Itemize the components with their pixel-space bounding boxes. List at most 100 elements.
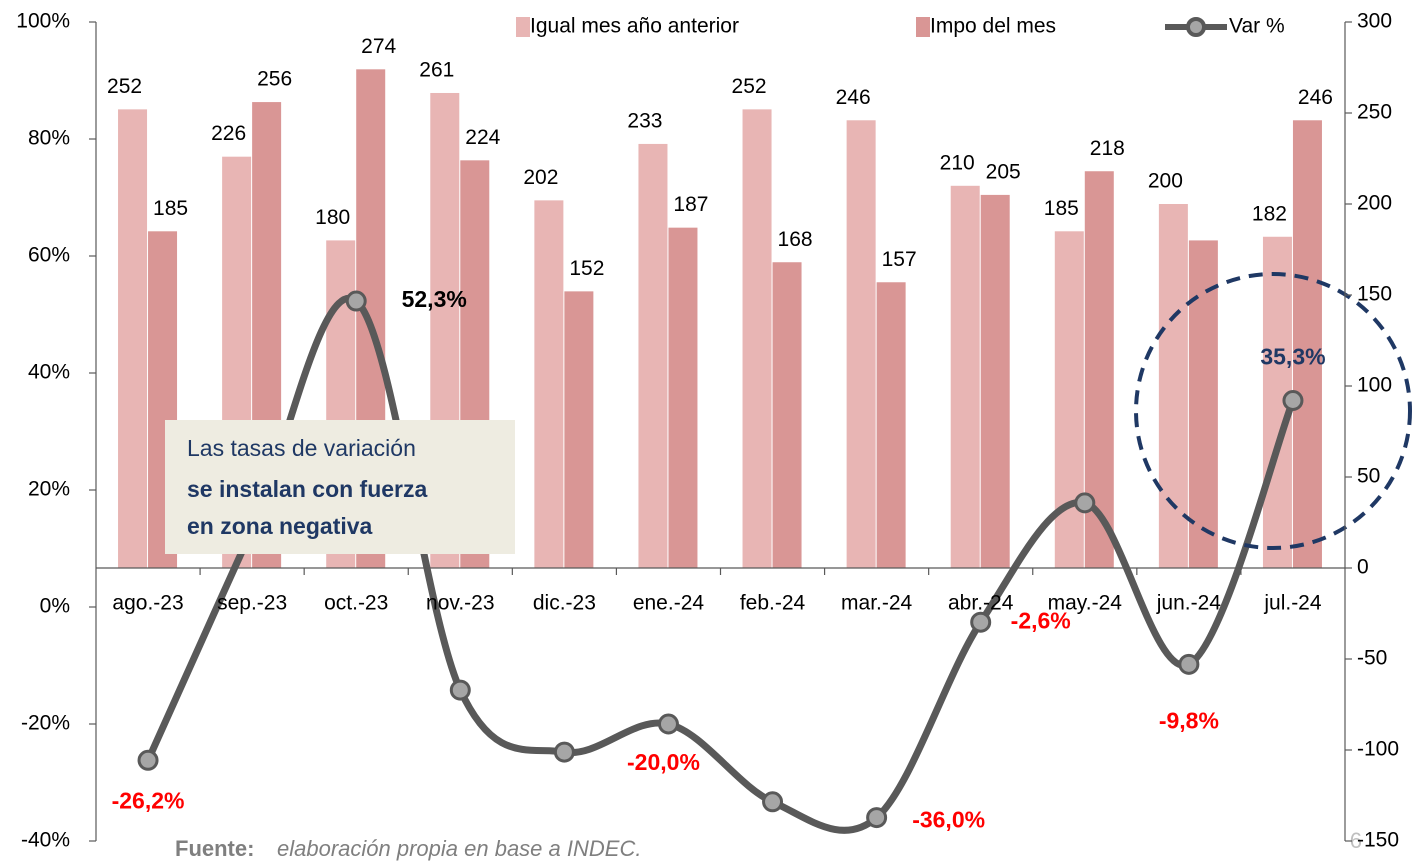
line-series (144, 294, 1297, 834)
bar-value-label: 187 (673, 193, 708, 216)
legend-swatch (516, 17, 530, 37)
bar (668, 227, 698, 568)
source: elaboración propia en base a INDEC. (277, 836, 641, 861)
legend-marker (1186, 17, 1206, 37)
x-tick-label: jun.-24 (1156, 592, 1222, 615)
bar (772, 262, 802, 568)
y2-tick-label: -150 (1357, 829, 1399, 852)
legend-label: Var % (1229, 15, 1285, 38)
bar-value-label: 205 (986, 160, 1021, 183)
bar (534, 200, 564, 569)
y-tick-label: 20% (28, 478, 70, 501)
y-tick-label: 40% (28, 361, 70, 384)
y-tick-label: 100% (16, 10, 70, 33)
line-value-label: 35,3% (1260, 344, 1325, 370)
x-tick-label: abr.-24 (948, 592, 1014, 615)
line-marker (866, 807, 888, 829)
bar (1158, 204, 1188, 568)
line-marker (657, 713, 679, 735)
bar (1292, 120, 1322, 568)
bar-value-label: 226 (211, 122, 246, 145)
bar-value-label: 261 (419, 59, 454, 82)
bar (846, 120, 876, 568)
line-marker (970, 611, 992, 633)
bar-value-label: 202 (523, 166, 558, 189)
line-value-label: -36,0% (912, 807, 985, 833)
bar (1054, 231, 1084, 569)
line-marker (1178, 653, 1200, 675)
highlight-circle (1134, 272, 1412, 550)
y2-tick-label: 150 (1357, 283, 1392, 306)
y-tick-label: 80% (28, 127, 70, 150)
bar-value-label: 233 (627, 109, 662, 132)
bar (876, 282, 906, 568)
bar (564, 291, 594, 568)
bar-value-label: 182 (1252, 202, 1287, 225)
line-value-label: -9,8% (1159, 707, 1219, 733)
line-marker (449, 679, 471, 701)
bar-value-label: 200 (1148, 170, 1183, 193)
bar (980, 194, 1010, 568)
x-tick-label: ago.-23 (112, 592, 183, 615)
annotation-line: se instalan con fuerza (187, 476, 428, 502)
bar-value-label: 157 (882, 248, 917, 271)
bar-value-label: 152 (569, 257, 604, 280)
bar-value-label: 185 (153, 197, 188, 220)
bar-value-label: 256 (257, 68, 292, 91)
bar (950, 185, 980, 569)
line-marker (762, 791, 784, 813)
annotation-line: en zona negativa (187, 513, 373, 539)
annotation-line: Las tasas de variación (187, 435, 416, 461)
annotation-box (165, 420, 515, 554)
x-tick-label: may.-24 (1048, 592, 1123, 615)
bar-value-label: 274 (361, 35, 396, 58)
bar-value-label: 185 (1044, 197, 1079, 220)
bar (742, 109, 772, 569)
y2-tick-label: 0 (1357, 556, 1369, 579)
x-tick-label: dic.-23 (533, 592, 596, 615)
y-tick-label: 60% (28, 244, 70, 267)
bar-value-label: 252 (732, 75, 767, 98)
y-tick-label: 0% (40, 595, 70, 618)
y2-tick-label: 100 (1357, 374, 1392, 397)
bar (638, 143, 668, 568)
bar-value-label: 224 (465, 126, 500, 149)
bar-value-label: 246 (836, 86, 871, 109)
legend-label: Impo del mes (930, 15, 1056, 38)
bar-value-label: 168 (778, 228, 813, 251)
line-marker (1074, 492, 1096, 514)
bar-value-label: 210 (940, 151, 975, 174)
bar-value-label: 180 (315, 206, 350, 229)
x-tick-label: nov.-23 (426, 592, 495, 615)
x-tick-label: jul.-24 (1263, 592, 1322, 615)
y2-tick-label: 250 (1357, 101, 1392, 124)
x-tick-label: sep.-23 (217, 592, 287, 615)
y2-tick-label: 50 (1357, 465, 1380, 488)
line-marker (345, 290, 367, 312)
line-value-label: -20,0% (627, 749, 700, 775)
legend-swatch (916, 17, 930, 37)
x-tick-label: ene.-24 (633, 592, 705, 615)
y-tick-label: -40% (21, 829, 70, 852)
page-number: 6 (1350, 828, 1362, 853)
y2-tick-label: -100 (1357, 738, 1399, 761)
y2-tick-label: 200 (1357, 192, 1392, 215)
line-value-label: -26,2% (112, 787, 185, 813)
line-marker (1282, 389, 1304, 411)
x-tick-label: feb.-24 (740, 592, 806, 615)
x-tick-label: mar.-24 (841, 592, 913, 615)
source-label: Fuente: (175, 836, 254, 861)
y2-tick-label: 300 (1357, 10, 1392, 33)
line-value-label: 52,3% (402, 286, 467, 312)
x-tick-label: oct.-23 (324, 592, 388, 615)
legend-label: Igual mes año anterior (530, 15, 739, 38)
bar (1188, 240, 1218, 568)
y-tick-label: -20% (21, 712, 70, 735)
bar (118, 109, 148, 569)
y2-tick-label: -50 (1357, 647, 1387, 670)
line-marker (137, 749, 159, 771)
bar-value-label: 252 (107, 75, 142, 98)
line-value-label: -2,6% (1011, 607, 1071, 633)
line-marker (553, 741, 575, 763)
